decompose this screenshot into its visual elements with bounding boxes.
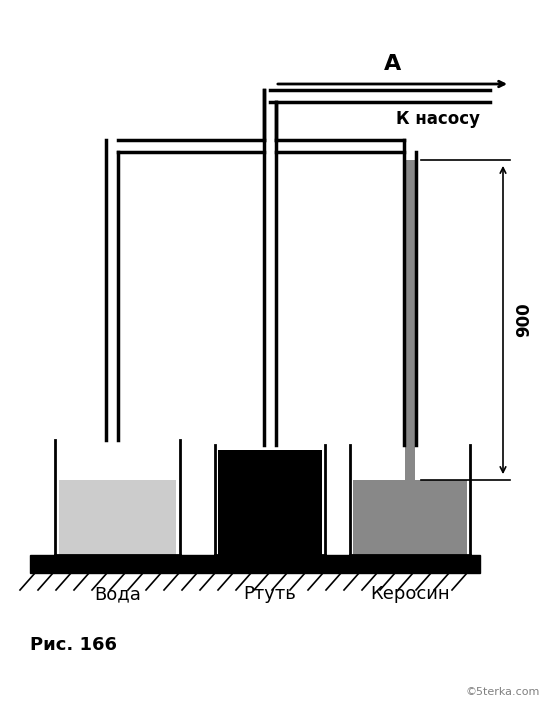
- Text: Керосин: Керосин: [370, 585, 450, 603]
- Bar: [353, 480, 467, 555]
- Text: А: А: [384, 54, 401, 74]
- Bar: [59, 480, 176, 555]
- Text: Рис. 166: Рис. 166: [30, 636, 117, 654]
- Text: Вода: Вода: [94, 585, 141, 603]
- Bar: [405, 160, 415, 480]
- Text: К насосу: К насосу: [396, 110, 480, 128]
- Text: 900: 900: [515, 302, 533, 337]
- Text: ©5terka.com: ©5terka.com: [465, 687, 540, 697]
- Bar: [218, 450, 322, 555]
- Bar: [30, 555, 480, 573]
- Bar: [265, 90, 490, 102]
- Text: Ртуть: Ртуть: [244, 585, 296, 603]
